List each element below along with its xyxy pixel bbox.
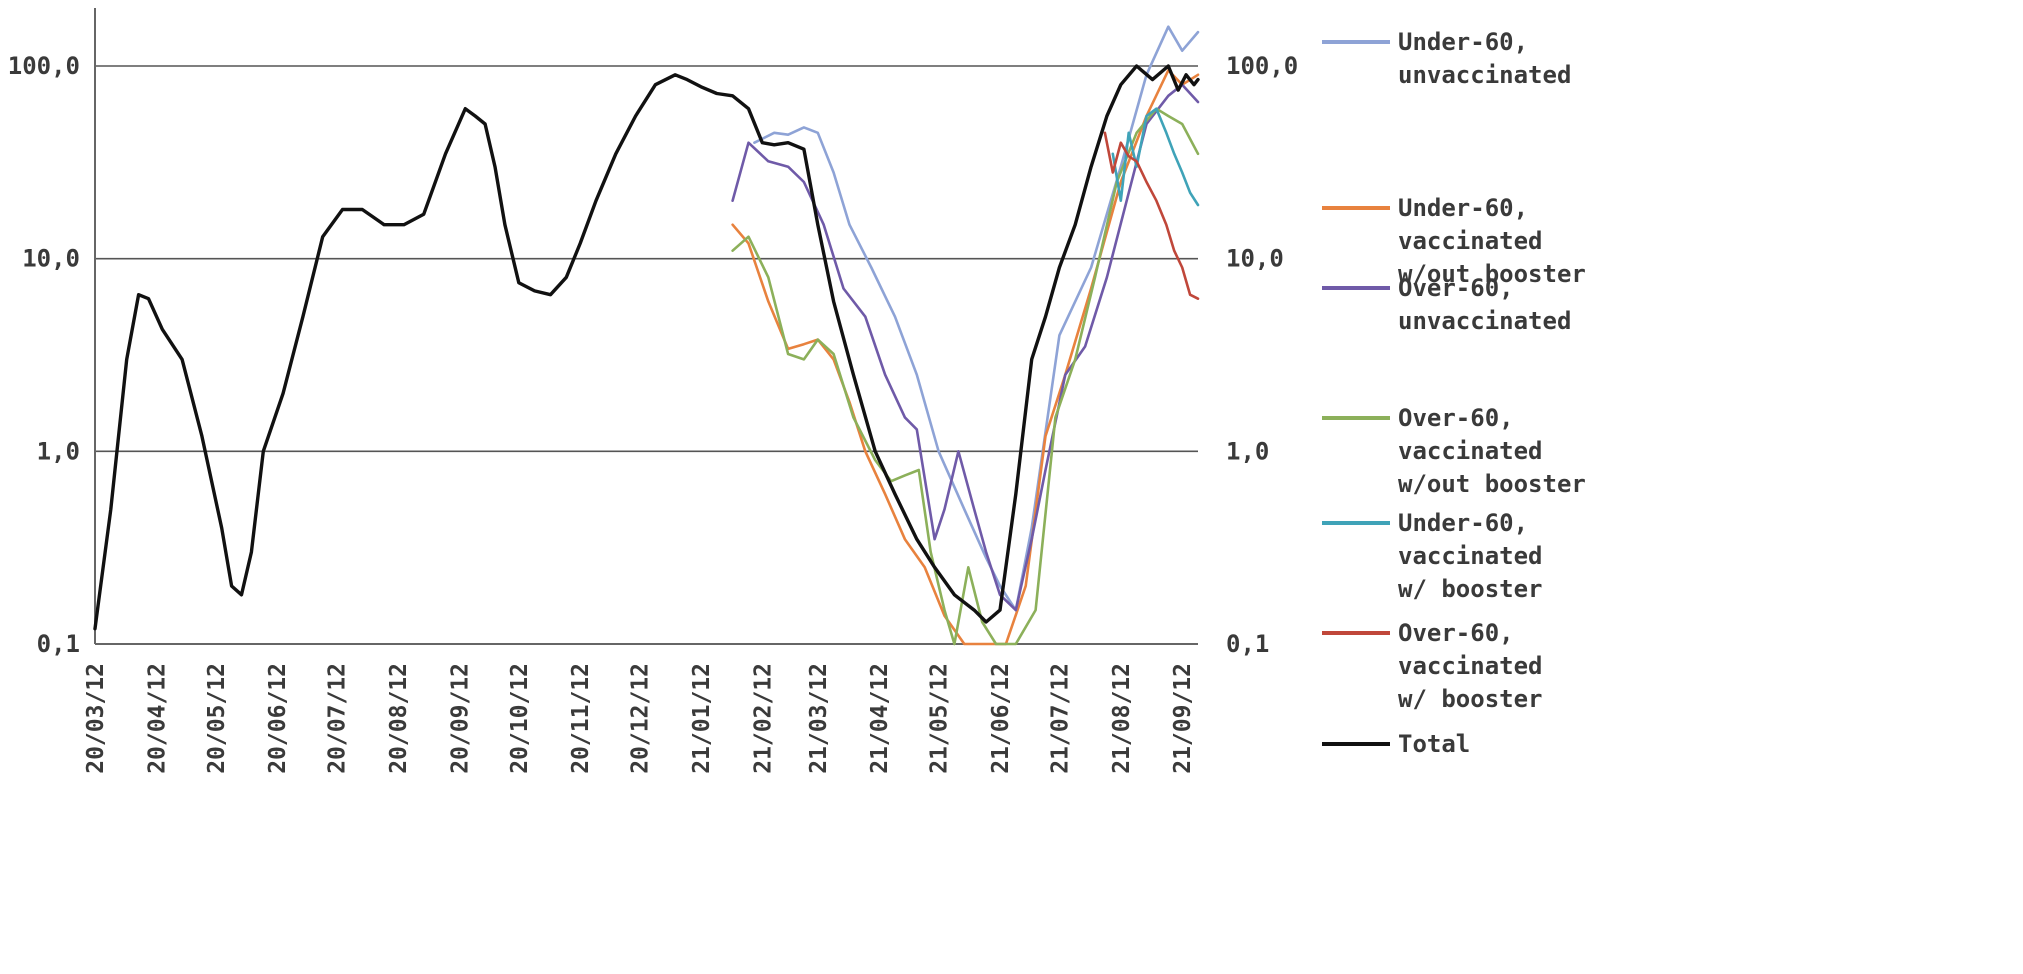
x-tick-label: 20/06/12 (265, 663, 291, 774)
series-line-over-60-vaccinated-w-booster (1103, 131, 1200, 301)
legend-label: Under-60, unvaccinated (1398, 28, 1571, 89)
x-tick-label: 21/07/12 (1047, 663, 1073, 774)
x-tick-label: 21/04/12 (867, 663, 893, 774)
x-tick-label: 20/05/12 (204, 663, 230, 774)
y-tick-label: 100,0 (8, 52, 80, 80)
x-tick-label: 21/02/12 (750, 663, 776, 774)
x-tick-label: 21/08/12 (1109, 663, 1135, 774)
axes (94, 8, 1198, 645)
gridlines (95, 65, 1198, 453)
x-tick-label: 20/04/12 (144, 663, 170, 774)
x-tick-label: 21/06/12 (988, 663, 1014, 774)
x-tick-label: 20/08/12 (386, 663, 412, 774)
x-tick-label: 20/11/12 (568, 663, 594, 774)
series-line-total (93, 64, 1200, 631)
x-tick-label: 20/03/12 (83, 663, 109, 774)
legend-label: Over-60, vaccinated w/ booster (1398, 619, 1543, 713)
legend-label: Under-60, vaccinated w/ booster (1398, 509, 1543, 603)
legend: Under-60, unvaccinated Under-60, vaccinated… (1322, 28, 1586, 758)
legend-label: Under-60, vaccinated w/out booster (1398, 194, 1586, 288)
y-tick-label-right: 10,0 (1226, 245, 1284, 273)
y-tick-label-right: 1,0 (1226, 437, 1269, 465)
series-line-over-60-vaccinated-w-out-booster (731, 107, 1200, 646)
series-line-under-60-unvaccinated (753, 25, 1200, 612)
x-tick-label: 21/09/12 (1170, 663, 1196, 774)
y-tick-labels-left: 0,1 1,0 10,0 100,0 (8, 52, 80, 658)
y-tick-label: 1,0 (37, 437, 80, 465)
x-tick-label: 20/12/12 (628, 663, 654, 774)
y-tick-labels-right: 0,1 1,0 10,0 100,0 (1226, 52, 1298, 658)
legend-label: Total (1398, 730, 1470, 758)
x-tick-labels: 20/03/12 20/04/12 20/05/12 20/06/12 20/07/12… (83, 663, 1196, 774)
series-line-under-60-vaccinated-w-booster (1111, 107, 1200, 207)
y-tick-label-right: 0,1 (1226, 630, 1269, 658)
series-lines (93, 25, 1200, 646)
x-tick-label: 20/10/12 (507, 663, 533, 774)
legend-label: Over-60, vaccinated w/out booster (1398, 404, 1586, 498)
y-tick-label: 0,1 (37, 630, 80, 658)
x-tick-label: 20/07/12 (325, 663, 351, 774)
series-line-under-60-vaccinated-w-out-booster (731, 69, 1200, 646)
x-tick-label: 20/09/12 (447, 663, 473, 774)
y-tick-label: 10,0 (22, 245, 80, 273)
x-tick-label: 21/03/12 (806, 663, 832, 774)
legend-label: Over-60, unvaccinated (1398, 274, 1571, 335)
y-tick-label-right: 100,0 (1226, 52, 1298, 80)
x-tick-label: 21/05/12 (927, 663, 953, 774)
x-tick-label: 21/01/12 (689, 663, 715, 774)
